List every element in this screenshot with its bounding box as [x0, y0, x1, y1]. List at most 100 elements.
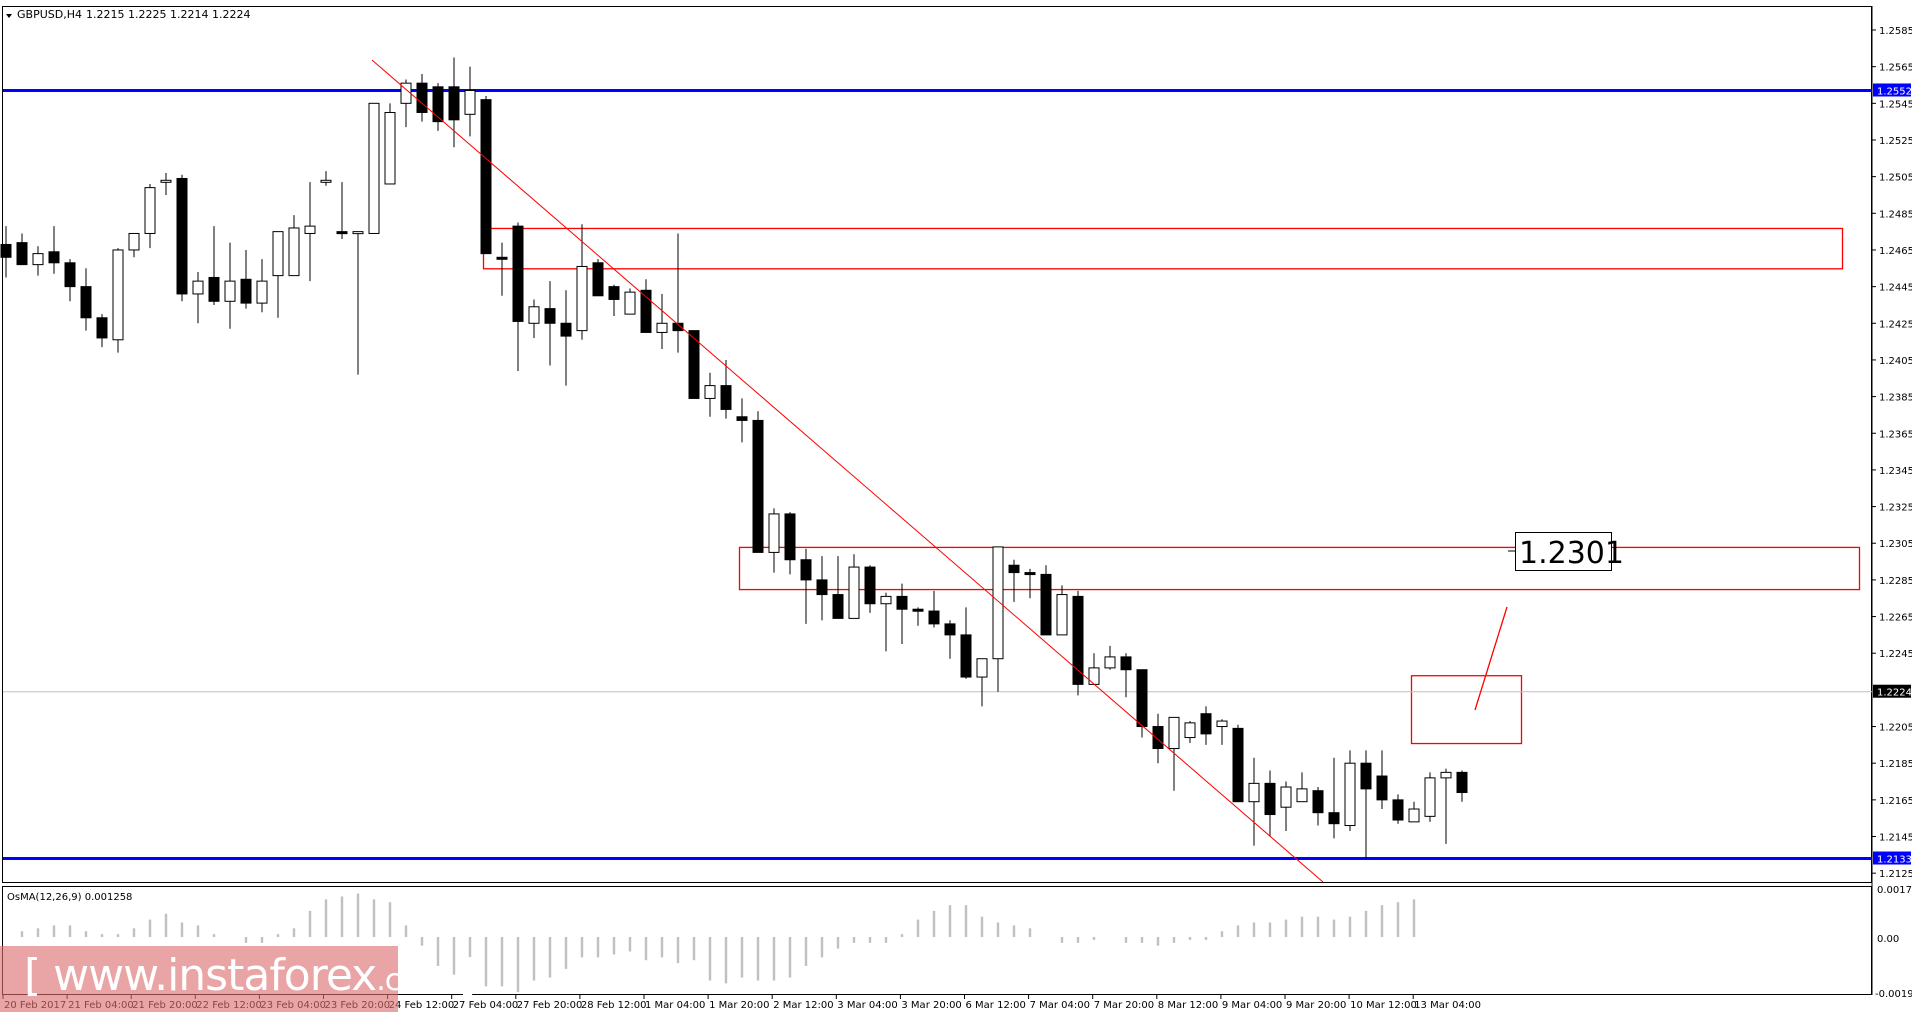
trendlines[interactable] — [371, 59, 1508, 883]
ohlc-values: 1.2215 1.2225 1.2214 1.2224 — [86, 8, 250, 21]
time-tick-label: 28 Feb 12:00 — [581, 1000, 647, 1011]
time-tick-label: 9 Mar 20:00 — [1286, 1000, 1346, 1011]
candle — [144, 183, 156, 249]
price-tick-label: 1.2465 — [1879, 246, 1912, 257]
candle — [928, 590, 940, 628]
price-tick-label: 1.2325 — [1879, 503, 1912, 514]
price-tick-label: 1.2245 — [1879, 649, 1912, 660]
price-tick-label: 1.2385 — [1879, 393, 1912, 404]
candle — [208, 226, 220, 305]
time-tick-label: 6 Mar 12:00 — [966, 1000, 1026, 1011]
svg-text:1.2301: 1.2301 — [1519, 536, 1624, 571]
candle — [480, 95, 492, 255]
candle — [32, 246, 44, 276]
time-tick-label: 27 Feb 20:00 — [517, 1000, 583, 1011]
price-tick-label: 1.2165 — [1879, 796, 1912, 807]
candle — [560, 290, 572, 386]
candle — [1408, 801, 1420, 823]
zone-rect — [738, 546, 1861, 591]
zone-rect — [1410, 675, 1523, 745]
candle — [160, 172, 172, 195]
candle — [1168, 716, 1180, 791]
candle — [672, 233, 684, 353]
price-tick-label: 1.2185 — [1879, 759, 1912, 770]
candle — [384, 103, 396, 185]
target-price-label[interactable]: 1.2301 — [1508, 532, 1624, 572]
candle — [544, 281, 556, 366]
candle — [896, 583, 908, 645]
time-tick-label: 13 Mar 04:00 — [1414, 1000, 1481, 1011]
price-tick-label: 1.2485 — [1879, 209, 1912, 220]
price-tick-label: 1.2205 — [1879, 723, 1912, 734]
candle — [464, 66, 476, 137]
time-tick-label: 7 Mar 20:00 — [1094, 1000, 1154, 1011]
candle — [1312, 787, 1324, 826]
candle — [944, 620, 956, 659]
price-tick-label: 1.2305 — [1879, 539, 1912, 550]
time-tick-label: 8 Mar 12:00 — [1158, 1000, 1218, 1011]
price-tick-label: 1.2525 — [1879, 136, 1912, 147]
candle — [1280, 781, 1292, 832]
candle — [816, 556, 828, 621]
osma-axis-zero: 0.00 — [1877, 934, 1899, 945]
candle — [512, 222, 524, 371]
candle — [128, 232, 140, 258]
candle — [1440, 768, 1452, 844]
candle — [1072, 590, 1084, 696]
candle — [80, 268, 92, 331]
instaforex-watermark: [ www.instaforex.com ] — [0, 946, 476, 1012]
candle — [752, 411, 764, 553]
time-tick-label: 10 Mar 12:00 — [1350, 1000, 1417, 1011]
candle — [880, 592, 892, 652]
candle — [0, 226, 12, 278]
level-price-tag — [1873, 851, 1911, 865]
price-tick-label: 1.2545 — [1879, 99, 1912, 110]
price-tick-label: 1.2425 — [1879, 319, 1912, 330]
candle — [1152, 713, 1164, 764]
horizontal-levels[interactable]: 1.2552 1.2133 1.2224 — [3, 83, 1912, 866]
candle — [368, 102, 380, 234]
price-tick-label: 1.2365 — [1879, 429, 1912, 440]
candle — [272, 231, 284, 318]
level-price-label: 1.2133 — [1877, 855, 1912, 866]
candle — [1328, 757, 1340, 839]
candle — [304, 182, 316, 282]
candle — [496, 242, 508, 296]
candle — [736, 398, 748, 443]
candle — [768, 508, 780, 573]
triangle-down-icon[interactable] — [6, 14, 12, 18]
candle — [848, 554, 860, 619]
price-tick-label: 1.2345 — [1879, 466, 1912, 477]
price-tick-label: 1.2125 — [1879, 869, 1912, 880]
candle — [1360, 750, 1372, 859]
candle — [912, 607, 924, 626]
candle — [1248, 757, 1260, 846]
candle — [1296, 772, 1308, 803]
projection-line — [1474, 606, 1508, 711]
price-tick-label: 1.2565 — [1879, 63, 1912, 74]
time-tick-label: 2 Mar 12:00 — [773, 1000, 833, 1011]
candle — [1104, 645, 1116, 670]
candle — [1456, 770, 1468, 802]
candle — [1120, 653, 1132, 698]
candle — [592, 259, 604, 297]
candle — [704, 372, 716, 417]
candle — [1136, 669, 1148, 738]
price-tick-label: 1.2445 — [1879, 283, 1912, 294]
candle — [1056, 585, 1068, 636]
candle — [720, 359, 732, 419]
price-axis: 1.2585 1.2565 1.2545 1.2525 1.2505 1.2485 1.24… — [1871, 6, 1912, 995]
candle — [192, 271, 204, 324]
price-tick-label: 1.2405 — [1879, 356, 1912, 367]
candle — [784, 512, 796, 575]
osma-histogram — [20, 893, 1416, 993]
zone-rect — [482, 227, 1844, 270]
candle — [800, 548, 812, 624]
time-tick-label: 3 Mar 04:00 — [837, 1000, 897, 1011]
candle — [1232, 724, 1244, 803]
candle — [96, 314, 108, 348]
candle — [1200, 706, 1212, 745]
candle — [352, 231, 364, 375]
